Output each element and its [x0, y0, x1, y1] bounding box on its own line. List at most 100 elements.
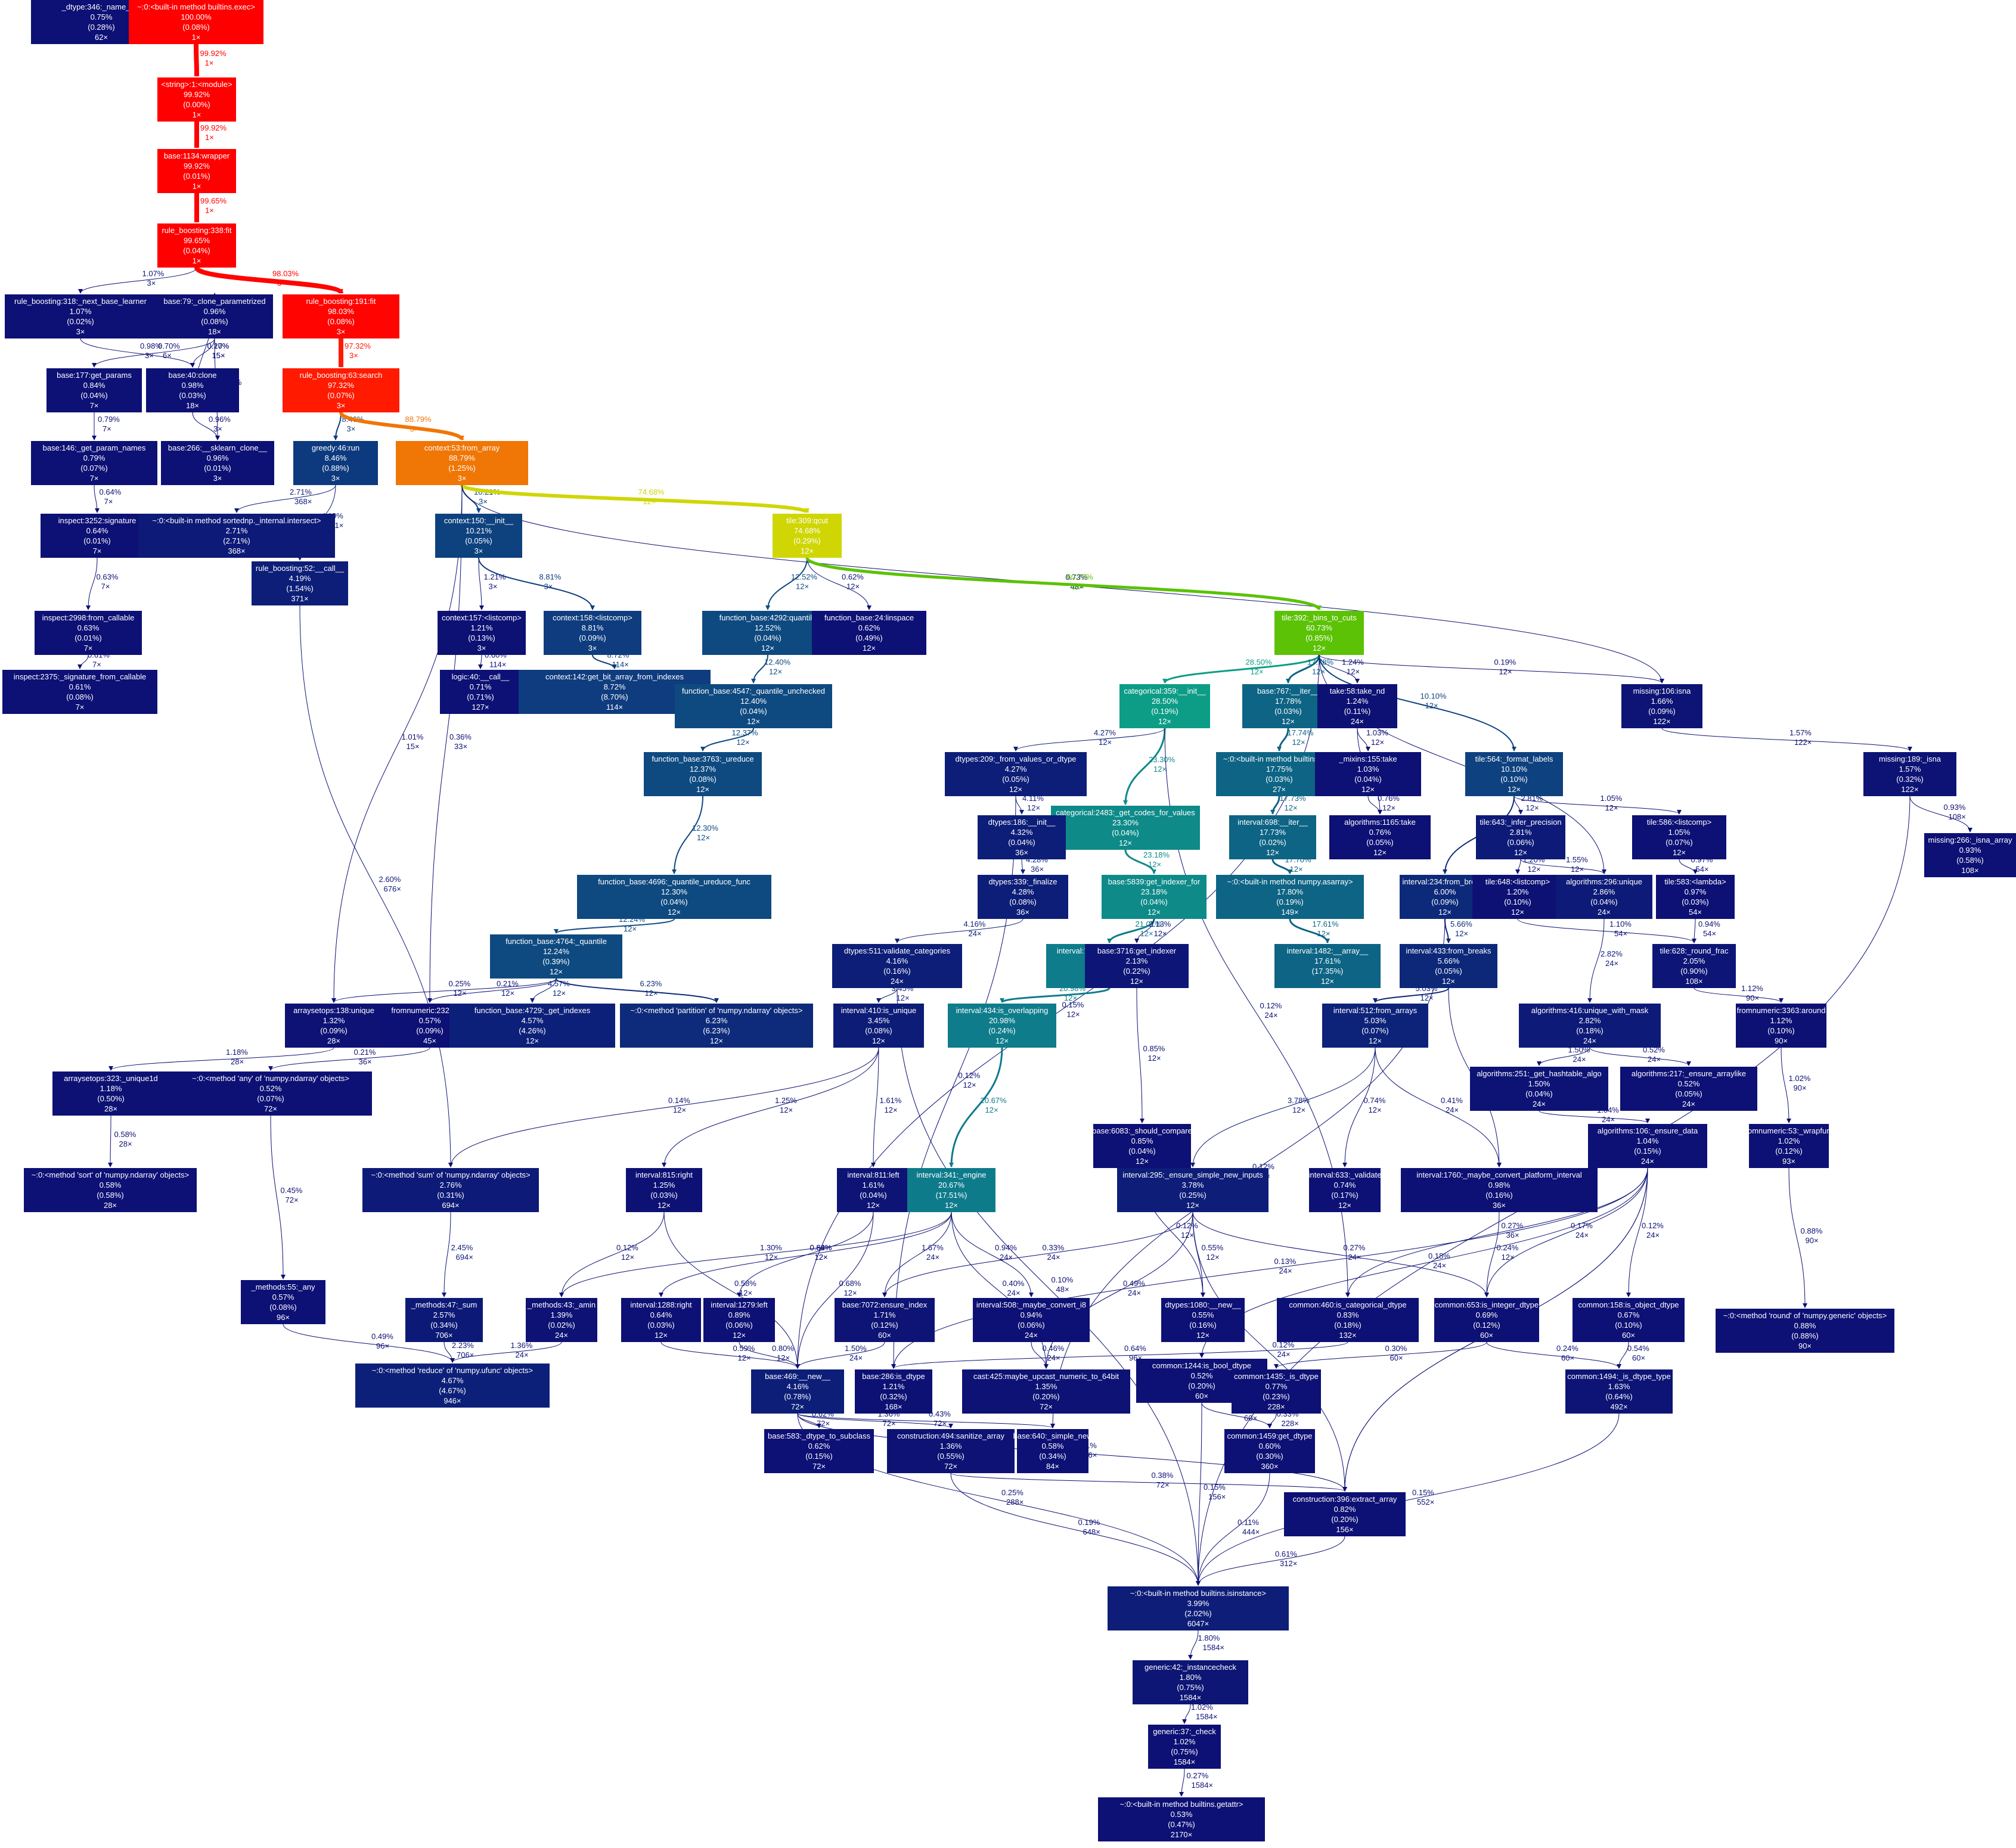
call-node[interactable]: arraysetops:323:_unique1d 1.18% (0.50%) 28× — [52, 1071, 169, 1116]
call-node[interactable]: context:150:__init__ 10.21% (0.05%) 3× — [435, 514, 522, 558]
call-node[interactable]: <string>:1:<module> 99.92% (0.00%) 1× — [157, 77, 236, 122]
call-node[interactable]: function_base:4292:quantile 12.52% (0.04%)… — [702, 611, 833, 655]
call-node[interactable]: algorithms:251:_get_hashtable_algo 1.50%(… — [1470, 1067, 1608, 1111]
call-node[interactable]: _mixins:155:take 1.03% (0.04%) 12× — [1315, 752, 1421, 796]
call-node[interactable]: base:79:_clone_parametrized 0.96% (0.08%) 1… — [156, 294, 273, 338]
call-node[interactable]: ~:0:<built-in method numpy.asarray> 17.80… — [1216, 875, 1364, 919]
call-node[interactable]: common:653:is_integer_dtype 0.69% (0.12%) 6… — [1434, 1298, 1539, 1342]
call-node[interactable]: context:53:from_array 88.79% (1.25%) 3× — [396, 441, 528, 485]
call-node[interactable]: algorithms:217:_ensure_arraylike 0.52% (0.… — [1620, 1067, 1757, 1111]
call-node[interactable]: function_base:4696:_quantile_ureduce_fun… — [577, 875, 771, 919]
call-node[interactable]: construction:396:extract_array 0.82% (0.20… — [1284, 1492, 1406, 1536]
call-node[interactable]: base:583:_dtype_to_subclass 0.62% (0.15%) 7… — [764, 1429, 874, 1473]
call-node[interactable]: base:7072:ensure_index 1.71% (0.12%) 60× — [835, 1298, 935, 1342]
call-node[interactable]: take:58:take_nd 1.24% (0.11%) 24× — [1317, 684, 1397, 728]
call-node[interactable]: ~:0:<built-in method builtins.exec> 100.0… — [129, 0, 263, 44]
call-node[interactable]: tile:392:_bins_to_cuts 60.73% (0.85%) 12× — [1274, 611, 1364, 655]
call-node[interactable]: common:460:is_categorical_dtype 0.83% (0.1… — [1277, 1298, 1419, 1342]
call-node[interactable]: common:1435:_is_dtype 0.77% (0.23%) 228× — [1232, 1369, 1321, 1414]
call-node[interactable]: generic:37:_check 1.02% (0.75%) 1584× — [1148, 1725, 1221, 1769]
call-node[interactable]: common:158:is_object_dtype 0.67% (0.10%) 60… — [1573, 1298, 1685, 1342]
call-node[interactable]: rule_boosting:338:fit 99.65% (0.04%) 1× — [157, 223, 236, 268]
call-node[interactable]: greedy:46:run 8.46% (0.88%) 3× — [293, 441, 378, 485]
call-node[interactable]: missing:266:_isna_array 0.93% (0.58%) 108× — [1924, 833, 2016, 877]
call-node[interactable]: interval:508:_maybe_convert_i8 0.94% (0.06… — [973, 1298, 1090, 1342]
call-node[interactable]: interval:1288:right 0.64% (0.03%) 12× — [621, 1298, 701, 1342]
call-node[interactable]: interval:633:_validate 0.74% (0.17%) 12× — [1308, 1168, 1381, 1212]
call-node[interactable]: base:640:_simple_new 0.58% (0.34%) 84× — [1013, 1429, 1093, 1473]
call-node[interactable]: context:157:<listcomp> 1.21% (0.13%) 3× — [438, 611, 526, 655]
call-node[interactable]: interval:698:__iter__ 17.73% (0.02%) 12× — [1229, 815, 1316, 859]
call-node[interactable]: context:158:<listcomp> 8.81% (0.09%) 3× — [544, 611, 641, 655]
call-node[interactable]: interval:512:from_arrays 5.03% (0.07%) 12× — [1322, 1004, 1428, 1048]
call-node[interactable]: ~:0:<method 'reduce' of 'numpy.ufunc' ob… — [355, 1364, 550, 1408]
call-node[interactable]: tile:628:_round_frac 2.05% (0.90%) 108× — [1652, 944, 1736, 988]
call-node[interactable]: tile:583:<lambda> 0.97% (0.03%) 54× — [1656, 875, 1735, 919]
call-node[interactable]: _methods:55:_any 0.57% (0.08%) 96× — [241, 1280, 325, 1324]
call-node[interactable]: interval:295:_ensure_simple_new_inputs 3.… — [1117, 1168, 1268, 1212]
call-node[interactable]: categorical:2483:_get_codes_for_values 23… — [1051, 806, 1200, 850]
call-node[interactable]: interval:410:is_unique 3.45% (0.08%) 12× — [833, 1004, 924, 1048]
call-node[interactable]: rule_boosting:318:_next_base_learner 1.07… — [5, 294, 156, 338]
call-node[interactable]: algorithms:416:unique_with_mask 2.82% (0.1… — [1519, 1004, 1661, 1048]
call-node[interactable]: missing:189:_isna 1.57% (0.32%) 122× — [1863, 752, 1956, 796]
call-node[interactable]: fromnumeric:3363:around 1.12% (0.10%) 90× — [1736, 1004, 1826, 1048]
call-node[interactable]: tile:648:<listcomp> 1.20% (0.10%) 12× — [1472, 875, 1563, 919]
call-node[interactable]: _methods:47:_sum 2.57% (0.34%) 706× — [405, 1298, 483, 1342]
call-node[interactable]: tile:309:qcut 74.68% (0.29%) 12× — [773, 514, 842, 558]
call-node[interactable]: function_base:4764:_quantile 12.24% (0.39%… — [490, 934, 622, 979]
call-node[interactable]: base:1134:wrapper 99.92% (0.01%) 1× — [157, 149, 236, 193]
call-node[interactable]: dtypes:186:__init__ 4.32% (0.04%) 36× — [978, 815, 1066, 859]
call-node[interactable]: interval:811:left 1.61% (0.04%) 12× — [837, 1168, 910, 1212]
call-node[interactable]: tile:564:_format_labels 10.10% (0.10%) 12× — [1465, 752, 1563, 796]
call-node[interactable]: function_base:3763:_ureduce 12.37% (0.08%)… — [644, 752, 762, 796]
call-node[interactable]: dtypes:511:validate_categories 4.16% (0.16… — [832, 944, 962, 988]
call-node[interactable]: interval:1482:__array__ 17.61% (17.35%) 12× — [1274, 944, 1381, 988]
call-node[interactable]: _methods:43:_amin 1.39% (0.02%) 24× — [526, 1298, 597, 1342]
call-node[interactable]: common:1459:get_dtype 0.60% (0.30%) 360× — [1224, 1429, 1315, 1473]
call-node[interactable]: algorithms:1165:take 0.76% (0.05%) 12× — [1329, 815, 1431, 859]
call-node[interactable]: cast:425:maybe_upcast_numeric_to_64bit 1.… — [962, 1369, 1130, 1414]
call-node[interactable]: base:6083:_should_compare 0.85% (0.04%) 12× — [1092, 1124, 1192, 1168]
call-node[interactable]: interval:815:right 1.25% (0.03%) 12× — [626, 1168, 702, 1212]
call-node[interactable]: ~:0:<built-in method sortednp._internal.… — [138, 514, 335, 558]
call-node[interactable]: rule_boosting:191:fit 98.03% (0.08%) 3× — [283, 294, 399, 338]
call-node[interactable]: inspect:2375:_signature_from_callable 0.6… — [2, 670, 157, 714]
call-node[interactable]: base:146:_get_param_names 0.79% (0.07%) 7× — [31, 441, 157, 485]
call-node[interactable]: algorithms:106:_ensure_data 1.04% (0.15%) 2… — [1588, 1124, 1707, 1168]
call-node[interactable]: dtypes:209:_from_values_or_dtype 4.27% (0.… — [945, 752, 1087, 796]
call-node[interactable]: interval:433:from_breaks 5.66% (0.05%) 12× — [1400, 944, 1497, 988]
call-node[interactable]: categorical:359:__init__ 28.50% (0.19%) 12× — [1119, 684, 1210, 728]
call-node[interactable]: ~:0:<method 'sum' of 'numpy.ndarray' obj… — [362, 1168, 539, 1212]
call-node[interactable]: base:469:__new__ 4.16% (0.78%) 72× — [751, 1369, 844, 1414]
call-node[interactable]: inspect:3252:signature 0.64% (0.01%) 7× — [41, 514, 154, 558]
call-node[interactable]: ~:0:<method 'any' of 'numpy.ndarray' obj… — [169, 1071, 372, 1116]
call-node[interactable]: common:1494:_is_dtype_type 1.63% (0.64%) 49… — [1565, 1369, 1673, 1414]
call-node[interactable]: fromnumeric:53:_wrapfunc 1.02% (0.12%) 93× — [1743, 1124, 1835, 1168]
call-node[interactable]: dtypes:339:_finalize 4.28% (0.08%) 36× — [978, 875, 1068, 919]
call-node[interactable]: arraysetops:138:unique 1.32% (0.09%) 28× — [285, 1004, 383, 1048]
call-node[interactable]: function_base:4729:_get_indexes 4.57% (4.2… — [449, 1004, 615, 1048]
call-node[interactable]: missing:106:isna 1.66% (0.09%) 122× — [1621, 684, 1702, 728]
call-node[interactable]: interval:1279:left 0.89% (0.06%) 12× — [703, 1298, 775, 1342]
call-node[interactable]: logic:40:__call__ 0.71% (0.71%) 127× — [440, 670, 521, 714]
call-node[interactable]: interval:341:_engine 20.67% (17.51%) 12× — [907, 1168, 995, 1212]
call-node[interactable]: inspect:2998:from_callable 0.63% (0.01%) 7× — [35, 611, 142, 655]
call-node[interactable]: ~:0:<built-in method builtins.isinstance… — [1108, 1586, 1289, 1630]
call-node[interactable]: tile:586:<listcomp> 1.05% (0.07%) 12× — [1632, 815, 1726, 859]
call-node[interactable]: rule_boosting:63:search 97.32% (0.07%) 3× — [283, 368, 399, 412]
call-node[interactable]: function_base:24:linspace 0.62% (0.49%) 12× — [812, 611, 926, 655]
call-node[interactable]: base:40:clone 0.98% (0.03%) 18× — [146, 368, 239, 412]
call-node[interactable]: base:3716:get_indexer 2.13% (0.22%) 12× — [1085, 944, 1189, 988]
call-node[interactable]: tile:643:_infer_precision 2.81% (0.06%) 12× — [1476, 815, 1565, 859]
call-node[interactable]: function_base:4547:_quantile_unchecked 12… — [675, 684, 832, 728]
call-node[interactable]: generic:42:_instancecheck 1.80% (0.75%) 158… — [1133, 1660, 1248, 1704]
call-node[interactable]: base:5839:get_indexer_for 23.18% (0.04%) 12… — [1102, 875, 1207, 919]
call-node[interactable]: ~:0:<method 'round' of 'numpy.generic' o… — [1716, 1309, 1894, 1353]
call-node[interactable]: ~:0:<built-in method builtins.getattr> 0.… — [1098, 1797, 1265, 1841]
call-node[interactable]: dtypes:1080:__new__ 0.55% (0.16%) 12× — [1161, 1298, 1245, 1342]
call-node[interactable]: ~:0:<method 'partition' of 'numpy.ndarra… — [620, 1004, 813, 1048]
call-node[interactable]: base:266:__sklearn_clone__ 0.96% (0.01%) 3× — [161, 441, 274, 485]
call-node[interactable]: base:286:is_dtype 1.21% (0.32%) 168× — [855, 1369, 932, 1414]
call-node[interactable]: ~:0:<method 'sort' of 'numpy.ndarray' ob… — [24, 1168, 197, 1212]
